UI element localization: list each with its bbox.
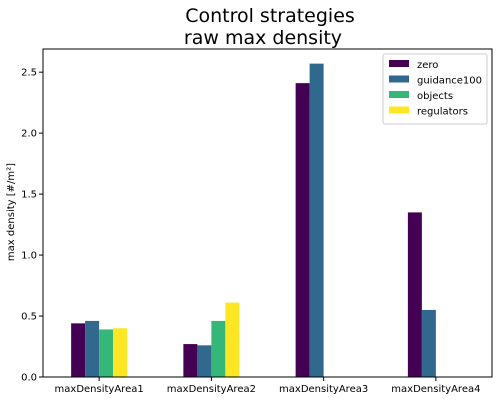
- legend-label-guidance100: guidance100: [417, 76, 482, 87]
- bar-objects-maxDensityArea2: [211, 320, 226, 377]
- bar-guidance100-maxDensityArea3: [309, 63, 324, 378]
- y-axis-label: max density [#/m²]: [6, 163, 17, 261]
- bars-group: [71, 63, 436, 378]
- x-tick-label: maxDensityArea4: [391, 384, 480, 395]
- y-tick-label: 0.0: [21, 373, 37, 384]
- axes-group: 0.0 0.5 1.0 1.5 2.0 2.5 maxDensityArea1 maxDens…: [21, 48, 493, 395]
- legend-label-regulators: regulators: [417, 107, 468, 118]
- x-tick-label: maxDensityArea2: [167, 384, 256, 395]
- legend: zero guidance100 objects regulators: [382, 53, 488, 125]
- legend-label-objects: objects: [417, 91, 453, 102]
- y-tick-label: 2.0: [21, 129, 37, 140]
- bar-regulators-maxDensityArea1: [113, 328, 128, 377]
- bar-zero-maxDensityArea3: [295, 83, 310, 377]
- plot-frame: [42, 48, 493, 378]
- chart-title-line1: Control strategies: [185, 5, 355, 27]
- bar-zero-maxDensityArea1: [71, 323, 86, 377]
- y-tick-label: 1.0: [21, 251, 37, 262]
- legend-label-zero: zero: [417, 60, 438, 71]
- chart-title-line2: raw max density: [184, 27, 342, 49]
- bar-guidance100-maxDensityArea2: [197, 345, 212, 377]
- bar-objects-maxDensityArea1: [99, 329, 114, 377]
- bar-guidance100-maxDensityArea1: [85, 320, 100, 377]
- y-tick-label: 2.5: [21, 68, 37, 79]
- legend-swatch-zero: [389, 60, 409, 67]
- legend-swatch-guidance100: [389, 75, 409, 83]
- bar-regulators-maxDensityArea2: [225, 302, 240, 377]
- x-tick-label: maxDensityArea3: [279, 384, 368, 395]
- y-tick-label: 0.5: [21, 312, 37, 323]
- bar-zero-maxDensityArea2: [183, 344, 198, 377]
- y-tick-label: 1.5: [21, 190, 37, 201]
- legend-swatch-regulators: [389, 106, 409, 114]
- bar-zero-maxDensityArea4: [407, 212, 422, 377]
- legend-swatch-objects: [389, 91, 409, 98]
- bar-guidance100-maxDensityArea4: [421, 309, 436, 377]
- x-tick-label: maxDensityArea1: [55, 384, 144, 395]
